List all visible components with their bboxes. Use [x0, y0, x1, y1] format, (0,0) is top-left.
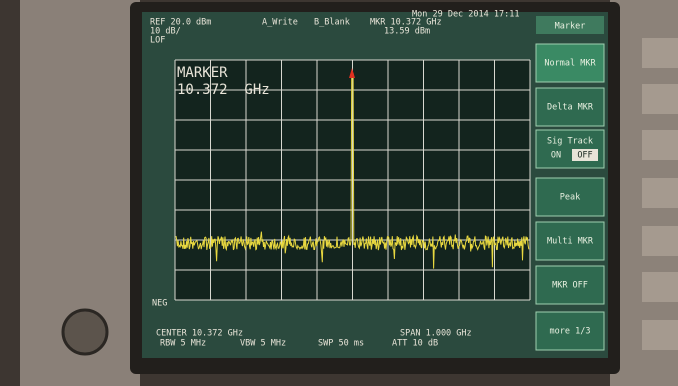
- softkey-panel: Marker Normal MKR Delta MKR Sig Track ON OFF…: [536, 16, 604, 350]
- softkey-state: ON: [551, 151, 561, 161]
- rbw: RBW 5 MHz: [160, 339, 206, 349]
- hard-key[interactable]: [642, 84, 678, 114]
- softkey-state: OFF: [577, 151, 592, 161]
- marker-level: 13.59 dBm: [384, 27, 430, 37]
- hard-key[interactable]: [642, 320, 678, 350]
- hard-key[interactable]: [642, 130, 678, 160]
- softkey-label: more 1/3: [550, 327, 591, 337]
- analyzer-photo: REF 20.0 dBm 10 dB/ LOF A_Write B_Blank …: [0, 0, 678, 386]
- atten: ATT 10 dB: [392, 339, 438, 349]
- trace-a: A_Write: [262, 18, 298, 28]
- softkey-label: Sig Track: [547, 137, 593, 147]
- softkey-label: Peak: [560, 193, 580, 203]
- softkey-label: Normal MKR: [544, 59, 596, 69]
- datetime: Mon 29 Dec 2014 17:11: [412, 10, 519, 20]
- marker-value: 10.372 GHz: [177, 82, 270, 98]
- span: SPAN 1.000 GHz: [400, 329, 472, 339]
- hard-key[interactable]: [642, 178, 678, 208]
- trace-b: B_Blank: [314, 18, 350, 28]
- softkey-label: MKR OFF: [552, 281, 588, 291]
- detector: NEG: [152, 299, 167, 309]
- marker-title: MARKER: [177, 65, 228, 81]
- knob[interactable]: [63, 310, 107, 354]
- softkey-label: Multi MKR: [547, 237, 594, 247]
- hard-key[interactable]: [642, 38, 678, 68]
- hard-key[interactable]: [642, 226, 678, 256]
- page: REF 20.0 dBm 10 dB/ LOF A_Write B_Blank …: [0, 0, 678, 386]
- softkey-label: Delta MKR: [547, 103, 594, 113]
- lof: LOF: [150, 36, 165, 46]
- softkey-title: Marker: [555, 22, 586, 32]
- sweep: SWP 50 ms: [318, 339, 364, 349]
- hard-key[interactable]: [642, 272, 678, 302]
- center: CENTER 10.372 GHz: [156, 329, 243, 339]
- vbw: VBW 5 MHz: [240, 339, 286, 349]
